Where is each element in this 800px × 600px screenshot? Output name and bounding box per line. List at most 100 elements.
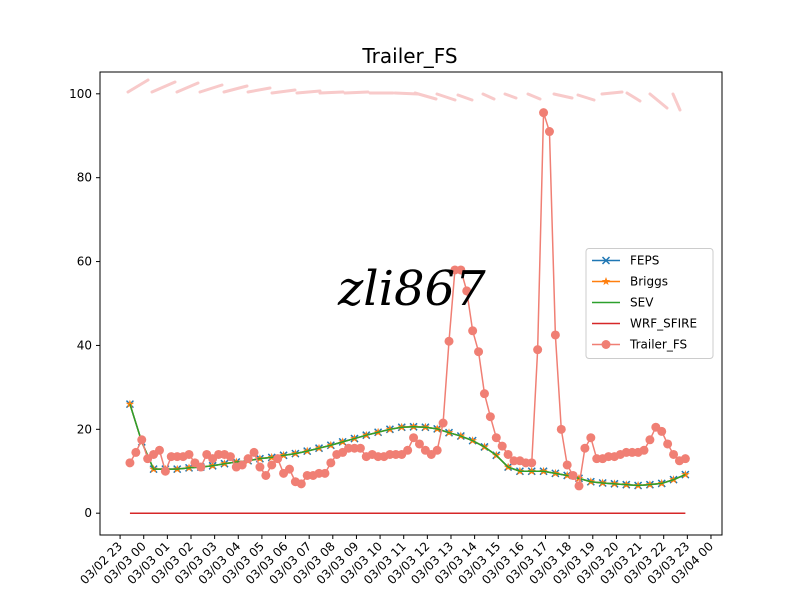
point <box>601 340 611 349</box>
point <box>639 445 649 455</box>
point <box>320 468 330 478</box>
point <box>556 424 566 434</box>
point <box>663 439 673 449</box>
wind-arrow <box>270 88 297 95</box>
wind-arrow <box>126 78 150 94</box>
wind-arrow <box>175 81 200 94</box>
point <box>645 435 655 445</box>
wind-arrow <box>318 90 345 95</box>
point <box>225 452 235 462</box>
legend-label: WRF_SFIRE <box>630 317 697 331</box>
point <box>243 454 253 464</box>
wind-arrow <box>526 92 542 101</box>
wind-arrow <box>456 93 474 102</box>
point <box>539 108 549 118</box>
point <box>580 443 590 453</box>
wind-arrow <box>600 90 624 96</box>
point <box>456 265 466 275</box>
wind-arrow <box>246 86 272 94</box>
wind-arrow <box>198 83 224 94</box>
point <box>237 460 247 470</box>
y-tick-label: 0 <box>84 506 92 520</box>
point <box>184 449 194 459</box>
point <box>680 454 690 464</box>
wind-arrow <box>552 92 574 100</box>
point <box>438 418 448 428</box>
point <box>432 445 442 455</box>
legend: FEPS Briggs SEV WRF_SFIRE Trailer_FS <box>585 248 714 359</box>
series-line <box>129 403 686 487</box>
point <box>468 326 478 336</box>
point <box>681 470 690 479</box>
point <box>414 439 424 449</box>
y-tick-label: 60 <box>77 255 92 269</box>
point <box>249 447 259 457</box>
legend-box <box>585 248 714 359</box>
point <box>409 433 419 443</box>
point <box>355 443 365 453</box>
legend-label: FEPS <box>630 254 659 268</box>
point <box>497 441 507 451</box>
wind-arrow <box>222 84 249 94</box>
wind-arrow <box>625 91 642 103</box>
wind-arrow <box>435 92 457 102</box>
legend-label: Trailer_FS <box>629 338 687 352</box>
point <box>125 458 135 468</box>
point <box>125 399 135 408</box>
series <box>129 403 686 487</box>
point <box>568 470 578 480</box>
watermark: zli867 <box>337 261 486 317</box>
point <box>255 462 265 472</box>
legend-label: Briggs <box>630 275 668 289</box>
point <box>326 458 336 468</box>
wind-arrow <box>295 89 322 95</box>
y-tick-label: 20 <box>77 422 92 436</box>
point <box>403 445 413 455</box>
point <box>527 458 537 468</box>
point <box>657 426 667 436</box>
plot-frame <box>99 71 723 536</box>
wind-arrow <box>503 92 518 100</box>
y-tick-label: 100 <box>69 87 92 101</box>
legend-label: SEV <box>630 296 654 310</box>
point <box>261 470 271 480</box>
point <box>131 447 141 457</box>
point <box>601 256 611 265</box>
point <box>533 345 543 355</box>
point <box>474 347 484 357</box>
point <box>562 460 572 470</box>
point <box>196 462 206 472</box>
point <box>485 412 495 422</box>
point <box>503 449 513 459</box>
wind-arrow <box>481 92 496 101</box>
point <box>491 433 501 443</box>
point <box>137 435 147 445</box>
point <box>154 445 164 455</box>
wind-arrows <box>126 78 682 112</box>
point <box>267 460 277 470</box>
wind-arrow <box>671 92 682 112</box>
y-tick-label: 40 <box>77 338 92 352</box>
wind-arrow <box>576 93 596 102</box>
point <box>550 330 560 340</box>
point <box>273 454 283 464</box>
wind-arrow <box>343 90 370 95</box>
point <box>160 466 170 476</box>
point <box>601 277 611 286</box>
wind-arrow <box>150 80 177 94</box>
point <box>296 479 306 489</box>
point <box>574 481 584 491</box>
wind-arrow <box>648 92 669 110</box>
chart-title: Trailer_FS <box>361 44 457 68</box>
wind-arrow <box>413 91 438 101</box>
y-tick-label: 80 <box>77 171 92 185</box>
point <box>669 449 679 459</box>
point <box>586 433 596 443</box>
point <box>544 127 554 137</box>
point <box>462 286 472 296</box>
series <box>125 108 690 491</box>
point <box>284 464 294 474</box>
point <box>479 389 489 399</box>
point <box>444 336 454 346</box>
